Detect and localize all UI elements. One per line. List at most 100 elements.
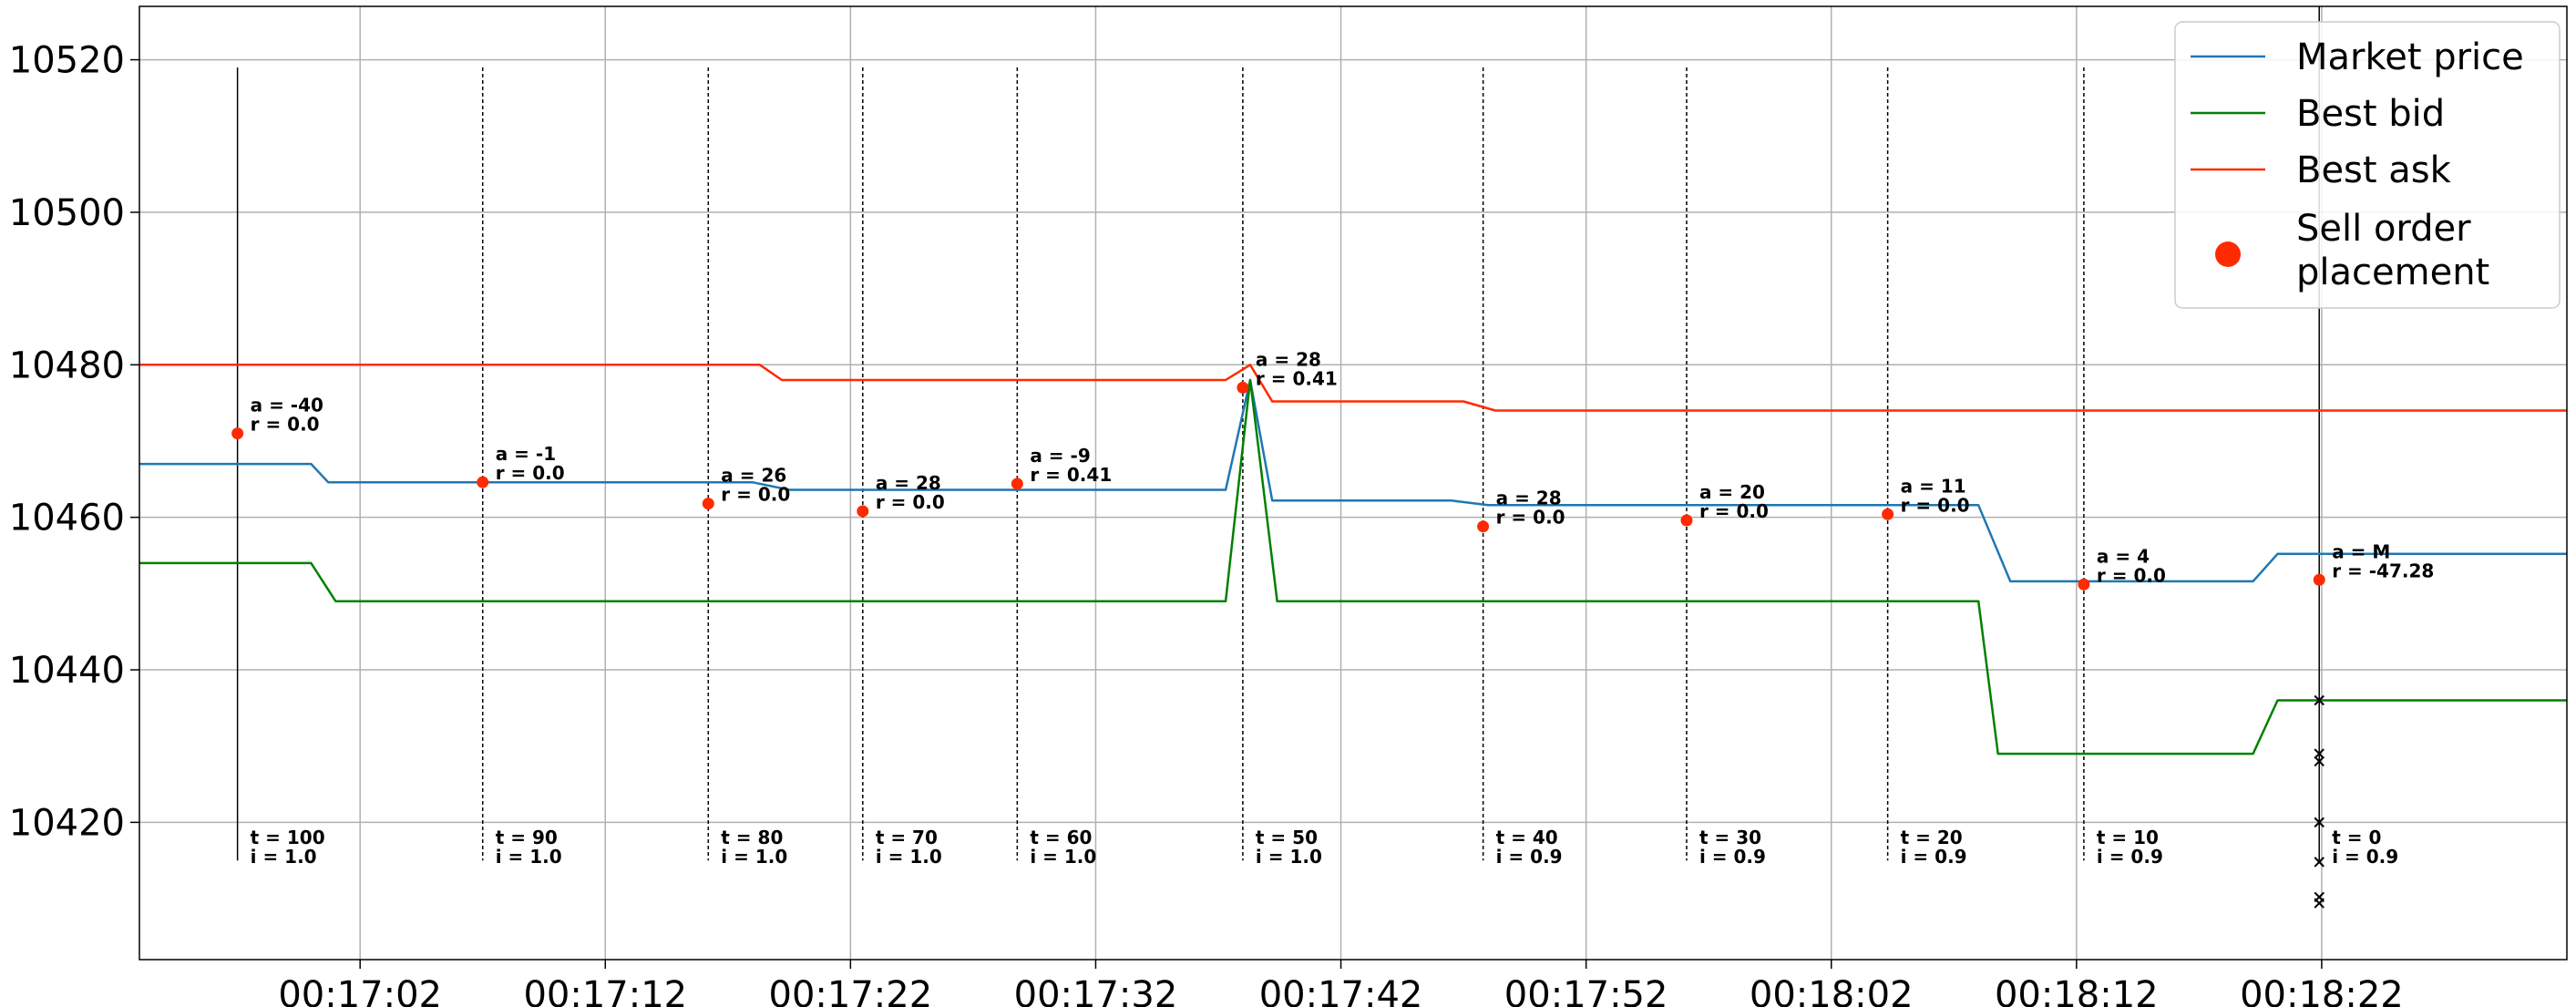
action-label: a = 28 [876,472,941,494]
x-marker-stroke [2314,694,2325,706]
x-tick-label: 00:17:12 [523,974,687,1007]
x-marker-points [2314,694,2325,909]
reward-label: r = 0.41 [1256,367,1338,389]
inventory-label: i = 1.0 [876,846,942,868]
reward-label: r = 0.0 [1901,494,1970,516]
x-tick-label: 00:17:32 [1014,974,1178,1007]
y-tick-label: 10440 [9,650,125,692]
x-marker-point [2314,898,2325,909]
y-axis: 10420 10440 10460 10480 10500 10520 [9,40,139,844]
sell-order-point [1237,381,1249,394]
reward-label: r = 0.0 [876,491,945,513]
x-tick-label: 00:17:42 [1259,974,1423,1007]
reward-label: r = 0.0 [721,484,790,506]
x-tick-label: 00:18:12 [1995,974,2159,1007]
x-axis: 00:17:02 00:17:12 00:17:22 00:17:32 00:17:42… [278,960,2404,1007]
series-line [139,378,2567,583]
time-label: t = 30 [1699,827,1761,848]
time-label: t = 60 [1030,827,1092,848]
legend-label: Market price [2296,36,2524,78]
y-tick-label: 10500 [9,192,125,234]
x-tick-label: 00:17:02 [278,974,442,1007]
time-label: t = 10 [2097,827,2159,848]
series-lines [139,364,2567,755]
reward-label: r = 0.0 [2097,564,2166,586]
x-marker-point [2314,694,2325,706]
inventory-label: i = 0.9 [1901,846,1967,868]
sell-order-point [1882,508,1894,520]
x-marker-point [2314,748,2325,759]
reward-label: r = 0.0 [1699,500,1769,522]
action-label: a = 20 [1699,481,1765,503]
sell-order-point [231,427,244,440]
legend-swatch [2215,241,2241,267]
reward-label: r = 0.0 [496,462,565,484]
time-label: t = 80 [721,827,783,848]
time-label: t = 40 [1496,827,1558,848]
series-line [139,378,2567,755]
reward-label: r = 0.0 [1496,507,1565,529]
legend: Market price Best bid Best ask Sell orderpl… [2174,21,2561,309]
x-tick-label: 00:17:22 [769,974,933,1007]
plot-frame [139,5,2568,961]
time-label: t = 0 [2332,827,2381,848]
x-tick-label: 00:18:02 [1750,974,1914,1007]
x-tick-label: 00:17:52 [1504,974,1668,1007]
y-tick-label: 10520 [9,40,125,82]
action-label: a = 28 [1256,348,1321,370]
time-label: t = 100 [251,827,325,848]
time-label: t = 70 [876,827,938,848]
inventory-label: i = 0.9 [2332,846,2398,868]
legend-label: Sell order [2296,208,2471,250]
x-marker-stroke [2314,898,2325,909]
sell-order-point [702,498,714,510]
reward-label: r = 0.41 [1030,464,1112,486]
inventory-label: i = 1.0 [496,846,562,868]
action-label: a = -9 [1030,445,1090,467]
sell-order-point [2313,573,2325,586]
inventory-label: i = 1.0 [1030,846,1096,868]
inventory-label: i = 1.0 [1256,846,1322,868]
inventory-label: i = 0.9 [1496,846,1563,868]
sell-order-point [1477,520,1490,533]
action-label: a = -40 [251,395,323,416]
inventory-label: i = 1.0 [721,846,787,868]
sell-order-point [1011,478,1023,490]
reward-label: r = 0.0 [251,414,320,436]
sell-order-point [857,505,869,518]
sell-order-points [231,381,2325,591]
legend-label: Best bid [2296,93,2445,135]
y-tick-label: 10420 [9,802,125,844]
x-marker-stroke [2314,817,2325,828]
action-label: a = M [2332,540,2390,562]
action-label: a = 28 [1496,488,1562,509]
inventory-label: i = 0.9 [2097,846,2163,868]
sell-order-point [1680,514,1693,527]
action-label: a = 26 [721,465,786,487]
vertical-markers [236,6,2320,861]
x-marker-stroke [2314,857,2325,868]
time-label: t = 90 [496,827,558,848]
legend-label: Best ask [2296,149,2452,191]
x-marker-stroke [2314,748,2325,759]
reward-label: r = -47.28 [2332,560,2434,581]
legend-label: placement [2296,252,2489,293]
y-tick-label: 10480 [9,344,125,386]
sell-order-point [477,476,489,488]
series-line [139,364,2567,412]
legend-box [2174,21,2561,309]
time-label: t = 50 [1256,827,1318,848]
x-marker-point [2314,817,2325,828]
sell-order-point [2078,578,2090,591]
action-label: a = 4 [2097,545,2150,567]
inventory-label: i = 0.9 [1699,846,1766,868]
x-marker-point [2314,755,2325,767]
action-label: a = 11 [1901,475,1966,497]
inventory-label: i = 1.0 [251,846,317,868]
y-tick-label: 10460 [9,498,125,539]
x-marker-stroke [2314,755,2325,767]
x-marker-point [2314,857,2325,868]
time-label: t = 20 [1901,827,1963,848]
